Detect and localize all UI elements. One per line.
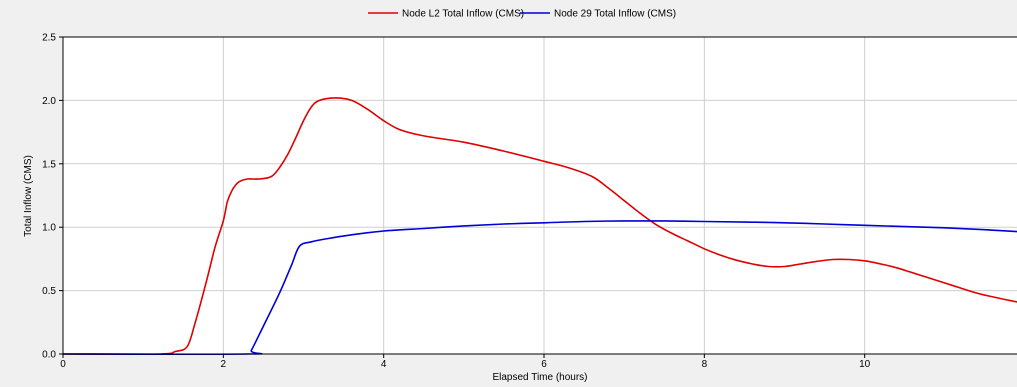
y-tick-label: 2.0: [42, 96, 56, 107]
legend-label-1: Node L2 Total Inflow (CMS): [402, 9, 524, 20]
legend: Node L2 Total Inflow (CMS) Node 29 Total …: [368, 9, 676, 20]
x-axis-title: Elapsed Time (hours): [492, 372, 587, 382]
y-tick-label: 1.5: [42, 159, 56, 170]
x-tick-label: 10: [859, 359, 871, 370]
y-tick-label: 0.5: [42, 286, 56, 297]
y-tick-label: 2.5: [42, 33, 56, 44]
legend-label-2: Node 29 Total Inflow (CMS): [554, 9, 676, 20]
plot-area: [63, 37, 1017, 354]
y-tick-label: 0.0: [42, 350, 56, 361]
y-axis-title: Total Inflow (CMS): [23, 155, 34, 237]
x-tick-label: 8: [702, 359, 708, 370]
y-tick-label: 1.0: [42, 223, 56, 234]
x-tick-label: 2: [221, 359, 227, 370]
x-tick-label: 4: [381, 359, 387, 370]
x-tick-label: 6: [541, 359, 547, 370]
x-tick-label: 0: [60, 359, 66, 370]
series-line-1: [62, 97, 1017, 355]
series-lines: [62, 97, 1017, 356]
series-line-2: [62, 220, 1017, 356]
axis-ticks: 0 2 4 6 8 10 0.0 0.5 1.0 1.5 2.0 2.5: [42, 33, 871, 371]
